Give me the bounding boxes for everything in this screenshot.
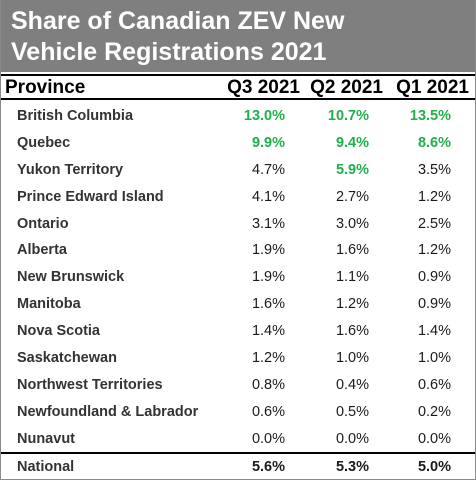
value-q1: 1.2% <box>417 242 451 259</box>
value-q1: 8.6% <box>417 134 451 151</box>
table-row: Alberta 1.9% 1.6% 1.2% <box>1 236 475 263</box>
province-name: British Columbia <box>17 108 134 124</box>
value-q2: 1.2% <box>335 296 369 313</box>
table-body: British Columbia 13.0% 10.7% 13.5% Quebec 9.9… <box>1 102 475 452</box>
province-name: Prince Edward Island <box>17 188 164 205</box>
table-row: British Columbia 13.0% 10.7% 13.5% <box>1 102 475 129</box>
value-q3: 4.7% <box>251 161 285 178</box>
value-q1: 3.5% <box>417 161 451 178</box>
province-name: Nova Scotia <box>17 323 100 340</box>
province-name: Newfoundland & Labrador <box>17 403 199 420</box>
column-header-q2: Q2 2021 <box>310 77 383 98</box>
value-q2: 10.7% <box>327 108 369 124</box>
national-q1: 5.0% <box>417 459 451 475</box>
value-q2: 9.4% <box>335 134 369 151</box>
value-q1: 0.0% <box>417 430 451 447</box>
value-q3: 4.1% <box>251 188 285 205</box>
value-q1: 13.5% <box>409 108 451 124</box>
table-row: Nunavut 0.0% 0.0% 0.0% <box>1 425 475 452</box>
value-q1: 0.2% <box>417 403 451 420</box>
table-row: Manitoba 1.6% 1.2% 0.9% <box>1 290 475 317</box>
table-row: New Brunswick 1.9% 1.1% 0.9% <box>1 263 475 290</box>
value-q1: 0.9% <box>417 269 451 286</box>
value-q3: 13.0% <box>243 108 285 124</box>
value-q2: 2.7% <box>335 188 369 205</box>
title-line-1: Share of Canadian ZEV New <box>11 7 345 35</box>
table-row: Ontario 3.1% 3.0% 2.5% <box>1 210 475 237</box>
table-row: Saskatchewan 1.2% 1.0% 1.0% <box>1 344 475 371</box>
province-name: Saskatchewan <box>17 350 117 367</box>
column-header-q3: Q3 2021 <box>227 77 300 98</box>
title-line-2: Vehicle Registrations 2021 <box>11 38 327 66</box>
province-name: Manitoba <box>17 296 81 313</box>
value-q2: 1.6% <box>335 323 369 340</box>
value-q2: 0.0% <box>335 430 369 447</box>
table-row: Quebec 9.9% 9.4% 8.6% <box>1 129 475 156</box>
value-q3: 0.8% <box>251 376 285 393</box>
province-name: Quebec <box>17 134 71 151</box>
table-row: Yukon Territory 4.7% 5.9% 3.5% <box>1 156 475 183</box>
value-q2: 1.0% <box>335 350 369 367</box>
value-q2: 0.4% <box>335 376 369 393</box>
national-label: National <box>17 459 75 475</box>
table-row: Prince Edward Island 4.1% 2.7% 1.2% <box>1 183 475 210</box>
column-header-province: Province <box>5 77 86 98</box>
national-row: National 5.6% 5.3% 5.0% <box>1 452 475 479</box>
province-name: Alberta <box>17 242 67 259</box>
province-name: Northwest Territories <box>17 376 163 393</box>
province-name: Ontario <box>17 215 69 232</box>
value-q1: 0.9% <box>417 296 451 313</box>
value-q1: 1.2% <box>417 188 451 205</box>
value-q3: 1.9% <box>251 242 285 259</box>
province-name: New Brunswick <box>17 269 125 286</box>
value-q3: 1.2% <box>251 350 285 367</box>
column-header-q1: Q1 2021 <box>396 77 469 98</box>
national-q2: 5.3% <box>335 459 369 475</box>
table-row: Newfoundland & Labrador 0.6% 0.5% 0.2% <box>1 398 475 425</box>
national-q3: 5.6% <box>251 459 285 475</box>
value-q1: 1.0% <box>417 350 451 367</box>
value-q2: 1.1% <box>335 269 369 286</box>
value-q1: 0.6% <box>417 376 451 393</box>
value-q2: 1.6% <box>335 242 369 259</box>
value-q2: 5.9% <box>335 161 369 178</box>
value-q3: 3.1% <box>251 215 285 232</box>
value-q3: 1.4% <box>251 323 285 340</box>
value-q2: 0.5% <box>335 403 369 420</box>
value-q3: 1.6% <box>251 296 285 313</box>
value-q3: 9.9% <box>251 134 285 151</box>
header-row: Province Q3 2021 Q2 2021 Q1 2021 <box>1 74 475 100</box>
value-q1: 2.5% <box>417 215 451 232</box>
value-q2: 3.0% <box>335 215 369 232</box>
table-row: Northwest Territories 0.8% 0.4% 0.6% <box>1 371 475 398</box>
table-title: Share of Canadian ZEV New Vehicle Regist… <box>1 0 475 72</box>
table-row: Nova Scotia 1.4% 1.6% 1.4% <box>1 317 475 344</box>
province-name: Yukon Territory <box>17 161 124 178</box>
province-name: Nunavut <box>17 430 75 447</box>
value-q3: 0.6% <box>251 403 285 420</box>
value-q3: 0.0% <box>251 430 285 447</box>
value-q3: 1.9% <box>251 269 285 286</box>
value-q1: 1.4% <box>417 323 451 340</box>
